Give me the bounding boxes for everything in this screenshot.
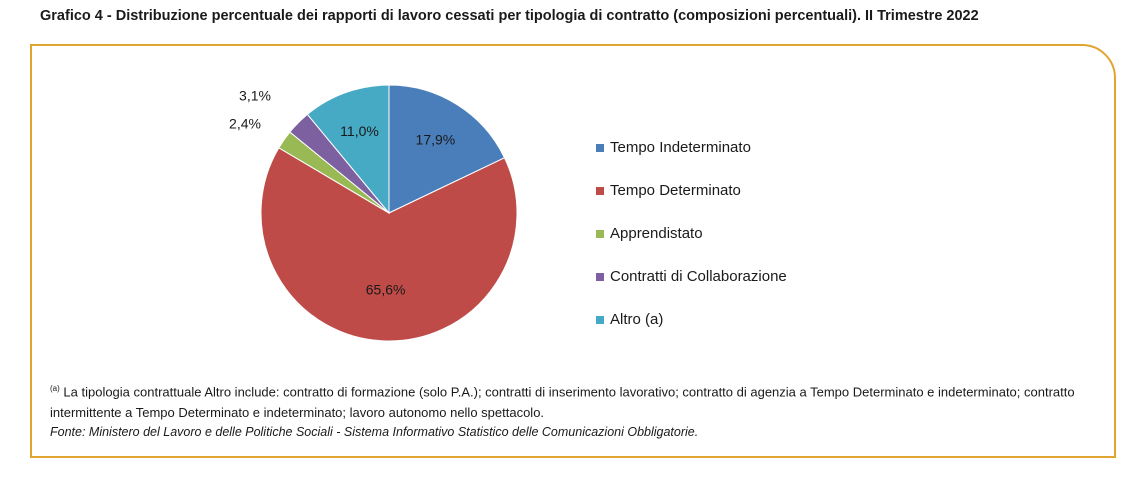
legend-item: Tempo Determinato: [596, 169, 787, 212]
pie-slice-tempo-determinato: [260, 147, 518, 342]
slice-label: 17,9%: [416, 131, 456, 147]
chart-legend: Tempo Indeterminato Tempo Determinato Appr…: [596, 126, 787, 341]
legend-item: Altro (a): [596, 298, 787, 341]
legend-swatch: [596, 186, 604, 195]
chart-title: Grafico 4 - Distribuzione percentuale de…: [40, 8, 979, 24]
footnote: (a) La tipologia contrattuale Altro incl…: [50, 378, 1100, 423]
legend-swatch: [596, 229, 604, 238]
slice-label: 2,4%: [229, 116, 261, 132]
slice-label: 65,6%: [366, 282, 406, 298]
legend-item: Tempo Indeterminato: [596, 126, 787, 169]
pie-slice-tempo-indeterminato: [388, 84, 506, 214]
legend-label: Tempo Indeterminato: [610, 139, 751, 156]
chart-frame: [30, 44, 1116, 458]
legend-swatch: [596, 315, 604, 324]
source-note: Fonte: Ministero del Lavoro e delle Poli…: [50, 425, 699, 439]
slice-label: 11,0%: [340, 123, 379, 139]
footnote-marker: (a): [50, 384, 60, 393]
pie-slice-altro-a: [306, 84, 390, 215]
legend-swatch: [596, 143, 604, 152]
footnote-text: La tipologia contrattuale Altro include:…: [50, 384, 1075, 421]
legend-label: Tempo Determinato: [610, 182, 741, 199]
legend-label: Altro (a): [610, 311, 664, 328]
legend-item: Apprendistato: [596, 212, 787, 255]
legend-label: Apprendistato: [610, 225, 703, 242]
legend-item: Contratti di Collaborazione: [596, 255, 787, 298]
legend-swatch: [596, 272, 604, 281]
legend-label: Contratti di Collaborazione: [610, 268, 787, 285]
slice-label: 3,1%: [239, 88, 271, 104]
